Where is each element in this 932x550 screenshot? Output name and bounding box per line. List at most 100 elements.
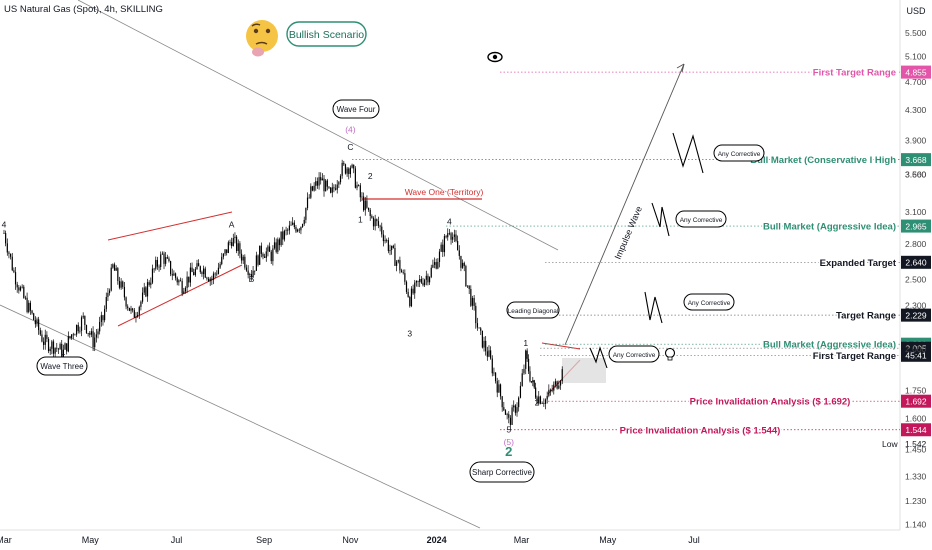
candle-body <box>6 243 8 253</box>
candle-body <box>448 233 450 235</box>
candle-body <box>290 224 292 226</box>
impulse-wave-label: Impulse Wave <box>613 205 644 261</box>
candle-body <box>543 403 545 404</box>
candle-body <box>249 274 251 275</box>
candle-body <box>264 256 266 258</box>
candle-body <box>66 343 68 352</box>
impulse-wave-arrow <box>564 63 685 346</box>
candle-body <box>476 323 479 328</box>
candle-body <box>186 276 188 288</box>
corrective-projection-path <box>589 346 608 369</box>
candle-body <box>257 255 259 265</box>
level-label: Bull Market (Conservative I High <box>750 155 896 166</box>
price-tag-value: 2.640 <box>905 258 927 268</box>
candle-body <box>224 249 226 254</box>
candle-body <box>297 229 299 232</box>
candle-body <box>156 259 159 267</box>
candle-body <box>321 178 323 181</box>
candle-body <box>61 343 63 357</box>
candle-body <box>138 306 140 315</box>
candle-body <box>331 187 333 193</box>
wedge-upper-line <box>107 211 233 241</box>
candle-body <box>135 316 137 318</box>
price-tag-value: 1.544 <box>905 425 927 435</box>
candle-body <box>516 407 518 413</box>
callout-bubble <box>608 345 660 363</box>
candle-body <box>519 385 522 398</box>
candle-body <box>305 207 307 220</box>
callout-text: Sharp Corrective <box>472 468 533 477</box>
candle-body <box>74 334 76 336</box>
candle-body <box>293 222 295 228</box>
candle-body <box>26 297 28 312</box>
candle-body <box>285 229 287 231</box>
candle-body <box>250 274 253 278</box>
candle-body <box>311 186 314 191</box>
x-tick-label: Mar <box>0 535 12 545</box>
y-tick-label: 1.140 <box>905 519 927 529</box>
candle-body <box>240 253 243 261</box>
candle-body <box>107 292 109 297</box>
candle-body <box>212 273 215 280</box>
candle-body <box>71 334 73 338</box>
candle-body <box>62 349 64 357</box>
candle-body <box>41 334 43 342</box>
candle-body <box>260 245 262 254</box>
candle-body <box>539 396 542 404</box>
candle-body <box>363 196 365 211</box>
candle-body <box>377 221 380 226</box>
y-tick-label: 1.450 <box>905 444 927 454</box>
candle-body <box>394 247 396 266</box>
candle-body <box>280 231 282 246</box>
candle-body <box>367 207 370 210</box>
candle-body <box>295 227 297 232</box>
candle-body <box>554 381 557 385</box>
candle-body <box>387 240 389 251</box>
candle-body <box>399 260 401 271</box>
candle-body <box>551 390 553 391</box>
candle-body <box>376 219 378 222</box>
corrective-projection-path <box>672 132 704 174</box>
candle-body <box>382 234 385 242</box>
candle-body <box>176 277 178 283</box>
price-tag <box>901 65 931 79</box>
candle-body <box>334 188 337 190</box>
eye-icon[interactable] <box>487 51 503 63</box>
candle-body <box>168 258 170 262</box>
candle-body <box>475 305 477 324</box>
candle-body <box>400 270 403 273</box>
price-tag-secondary: 3.660 <box>905 170 927 180</box>
wave-label: 2 <box>535 397 540 407</box>
diagonal-upper-line <box>541 342 581 350</box>
candle-body <box>424 279 426 286</box>
callout-bubble <box>683 293 735 311</box>
bullish-scenario-badge[interactable]: Bullish Scenario <box>246 20 367 57</box>
candle-body <box>549 389 552 391</box>
candle-body <box>405 281 408 292</box>
candle-body <box>270 251 272 262</box>
candle-body <box>28 302 30 312</box>
candle-body <box>112 264 114 268</box>
candle-body <box>146 282 149 297</box>
wave-label: 1 <box>358 214 363 224</box>
candle-body <box>379 225 381 227</box>
candle-body <box>275 242 277 252</box>
candle-body <box>273 242 276 249</box>
candle-body <box>384 239 386 242</box>
candle-body <box>227 242 229 253</box>
candle-body <box>64 343 66 350</box>
candle-body <box>44 334 46 345</box>
candle-body <box>336 184 338 190</box>
candle-body <box>509 417 512 425</box>
x-tick-label: Nov <box>342 535 359 545</box>
candle-body <box>538 396 540 404</box>
candle-body <box>330 187 332 193</box>
candle-body <box>244 256 246 268</box>
low-label: Low <box>882 439 898 449</box>
upper-channel-line <box>77 0 559 251</box>
candle-body <box>110 267 112 291</box>
candle-body <box>389 250 391 251</box>
candle-body <box>409 296 411 307</box>
candle-body <box>425 275 427 280</box>
